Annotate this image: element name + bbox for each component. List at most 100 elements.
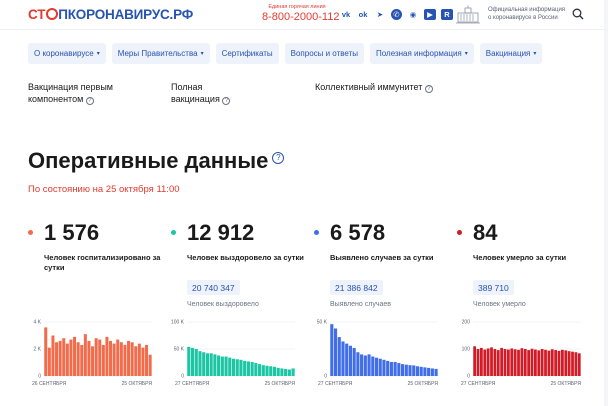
chart-bar[interactable] [382,359,386,376]
help-icon[interactable]: ? [272,152,285,164]
chart-bar[interactable] [557,350,561,376]
chart-bar[interactable] [235,359,239,376]
chart-bar[interactable] [47,347,51,376]
chart-bar[interactable] [205,353,209,376]
chart-bar[interactable] [352,347,356,376]
first-component-link[interactable]: Вакцинация первым компонентом ? [28,81,113,105]
official-info-text[interactable]: Официальная информация о коронавирусе в … [488,7,566,21]
help-icon[interactable]: ? [85,97,94,105]
chart-bar[interactable] [76,342,80,376]
chart-bar[interactable] [540,349,544,376]
chart-bar[interactable] [202,352,206,376]
chart-bar[interactable] [287,369,291,376]
chart-bar[interactable] [284,368,288,376]
chart-bar[interactable] [243,360,247,376]
chart-bar[interactable] [51,335,55,377]
chart-bar[interactable] [550,349,554,376]
chart-bar[interactable] [269,366,273,376]
chart-bar[interactable] [337,337,341,376]
chart-bar[interactable] [109,340,113,376]
chart-bar[interactable] [530,348,534,376]
chart-bar[interactable] [367,354,371,376]
chart-bar[interactable] [187,346,191,376]
telegram-icon[interactable]: ➤ [376,10,384,19]
chart-bar[interactable] [213,354,217,376]
chart-bar[interactable] [265,365,269,376]
chart-bar[interactable] [55,342,59,376]
chart-bar[interactable] [224,356,228,376]
chart-bar[interactable] [397,363,401,376]
chart-bar[interactable] [119,342,123,376]
chart-bar[interactable] [574,352,578,376]
news-icon[interactable]: R [441,9,453,20]
chart-bar[interactable] [73,336,77,376]
chart-bar[interactable] [503,349,507,376]
chart-bar[interactable] [483,349,487,376]
nav-item[interactable]: Меры Правительства ▾ [111,43,210,64]
chart-bar[interactable] [94,338,98,376]
chart-bar[interactable] [148,354,152,376]
nav-item[interactable]: Вопросы и ответы [284,43,364,64]
chart-bar[interactable] [473,346,477,376]
chart-bar[interactable] [547,350,551,376]
full-vaccination-link[interactable]: Полная вакцинация ? [171,81,231,105]
chart-bar[interactable] [404,364,408,376]
chart-bar[interactable] [360,354,364,376]
ok-icon[interactable]: ok [358,10,368,19]
chart-bar[interactable] [209,353,213,376]
messenger-icon[interactable]: ◉ [409,10,417,19]
chart-bar[interactable] [69,339,73,376]
chart-bar[interactable] [194,349,198,376]
chart-bar[interactable] [116,339,120,376]
herd-immunity-link[interactable]: Коллективный иммунитет ? [315,81,433,93]
chart-bar[interactable] [476,349,480,376]
site-logo[interactable]: СТ ПКОРОНАВИРУС.РФ [28,7,193,22]
help-icon[interactable]: ? [424,85,433,93]
chart-bar[interactable] [228,357,232,376]
chart-bar[interactable] [386,360,390,376]
chart-bar[interactable] [523,349,527,376]
chart-bar[interactable] [258,364,262,376]
chart-bar[interactable] [561,349,564,376]
chart-bar[interactable] [430,368,434,376]
chart-bar[interactable] [510,348,514,376]
chart-bar[interactable] [87,340,91,376]
chart-bar[interactable] [401,364,405,376]
chart-bar[interactable] [427,367,431,376]
chart-bar[interactable] [272,366,277,376]
chart-bar[interactable] [415,366,420,376]
chart-bar[interactable] [496,350,500,376]
chart-bar[interactable] [62,338,66,376]
chart-bar[interactable] [239,359,243,376]
chart-bar[interactable] [393,361,397,376]
chart-bar[interactable] [127,340,131,376]
page-scrollbar[interactable] [604,0,608,406]
chart-bar[interactable] [261,365,265,376]
chart-bar[interactable] [490,347,493,376]
chart-bar[interactable] [423,367,427,376]
chart-bar[interactable] [130,342,134,376]
chart-bar[interactable] [231,358,236,376]
chart-bar[interactable] [333,328,338,376]
chart-bar[interactable] [276,367,280,376]
chart-bar[interactable] [65,343,69,376]
chart-bar[interactable] [412,365,416,376]
hotline[interactable]: Единая горячая линия 8-800-2000-112 [262,4,339,23]
chart-bar[interactable] [577,353,581,376]
chart-bar[interactable] [537,350,541,376]
nav-item[interactable]: Сертификаты [215,43,279,64]
chart-bar[interactable] [134,346,138,376]
search-icon[interactable] [572,8,584,20]
chart-bar[interactable] [419,366,423,376]
chart-bar[interactable] [246,361,250,376]
chart-bar[interactable] [137,343,141,376]
chart-bar[interactable] [141,347,145,376]
chart-bar[interactable] [363,355,367,376]
help-icon[interactable]: ? [222,97,231,105]
nav-item[interactable]: О коронавирусе ▾ [28,43,106,64]
chart-bar[interactable] [112,343,116,376]
chart-bar[interactable] [571,351,574,376]
chart-bar[interactable] [101,344,105,376]
viber-icon[interactable]: ✆ [391,9,402,20]
chart-bar[interactable] [534,349,537,376]
